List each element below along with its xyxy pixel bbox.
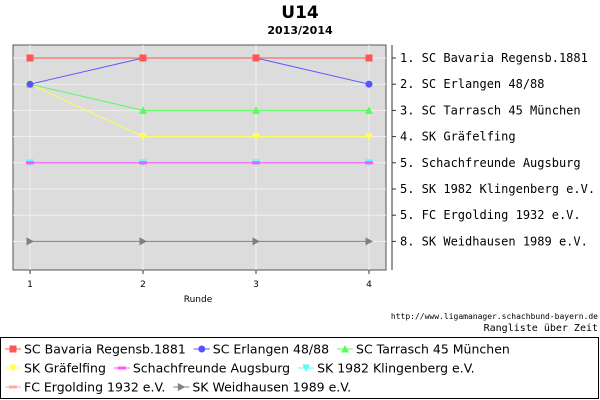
- credit-url: http://www.ligamanager.schachbund-bayern…: [391, 312, 598, 321]
- ranking-label: 5. Schachfreunde Augsburg: [400, 156, 581, 170]
- ranking-label: 5. FC Ergolding 1932 e.V.: [400, 208, 581, 222]
- legend-label: FC Ergolding 1932 e.V.: [24, 380, 165, 395]
- chart-subtitle: 2013/2014: [267, 24, 333, 37]
- ranking-label: 3. SC Tarrasch 45 München: [400, 103, 581, 117]
- data-point: [139, 161, 147, 165]
- legend-swatch-marker: [177, 383, 186, 391]
- data-point: [365, 161, 373, 165]
- plot-area: 1 2 3 4: [12, 44, 387, 290]
- x-tick-label: 4: [366, 280, 372, 290]
- data-point: [139, 133, 147, 141]
- ranking-label: 1. SC Bavaria Regensb.1881: [400, 51, 588, 65]
- series-line: [29, 83, 369, 111]
- data-point: [139, 54, 147, 62]
- legend-swatch-marker: [117, 366, 126, 370]
- data-point: [252, 161, 260, 165]
- legend-label: SK 1982 Klingenberg e.V.: [317, 361, 475, 376]
- data-point: [252, 106, 260, 114]
- legend-label: SK Gräfelfing: [24, 361, 106, 376]
- x-tick-label: 3: [253, 280, 259, 290]
- series-5: [26, 161, 373, 165]
- legend-label: SK Weidhausen 1989 e.V.: [192, 380, 351, 395]
- data-point: [365, 237, 373, 246]
- credit-text: Rangliste über Zeit: [484, 323, 598, 334]
- data-point: [26, 80, 34, 88]
- legend-item-2: SC Erlangen 48/88: [193, 342, 329, 357]
- legend-item-6: SK 1982 Klingenberg e.V.: [298, 361, 475, 376]
- data-point: [139, 106, 147, 114]
- legend-label: Schachfreunde Augsburg: [133, 361, 290, 376]
- chart-title: U14: [281, 3, 319, 23]
- ranking-label: 4. SK Gräfelfing: [400, 130, 516, 144]
- legend-item-8: SK Weidhausen 1989 e.V.: [173, 380, 351, 395]
- x-tick-label: 2: [140, 280, 146, 290]
- x-axis-label: Runde: [184, 295, 213, 305]
- data-point: [139, 237, 147, 246]
- data-point: [26, 161, 34, 165]
- legend: SC Bavaria Regensb.1881 SC Erlangen 48/88…: [0, 337, 599, 399]
- data-point: [365, 80, 373, 88]
- legend-swatch-marker: [9, 364, 17, 372]
- ranking-label: 5. SK 1982 Klingenberg e.V.: [400, 182, 595, 196]
- data-point: [365, 106, 373, 114]
- data-point: [252, 237, 260, 246]
- data-point: [365, 54, 373, 62]
- ranking-label: 8. SK Weidhausen 1989 e.V.: [400, 234, 588, 248]
- legend-swatch-marker: [341, 345, 350, 353]
- ranking-label: 2. SC Erlangen 48/88: [400, 77, 545, 91]
- data-point: [365, 133, 373, 141]
- legend-swatch-marker: [302, 364, 311, 372]
- data-point: [252, 133, 260, 141]
- legend-swatch-marker: [9, 385, 17, 389]
- legend-swatch-marker: [198, 345, 206, 353]
- legend-item-3: SC Tarrasch 45 München: [337, 342, 510, 357]
- series-1: [26, 54, 373, 62]
- x-tick-label: 1: [27, 280, 33, 290]
- data-point: [26, 54, 34, 62]
- legend-item-7: FC Ergolding 1932 e.V.: [5, 380, 165, 395]
- final-ranking: 1. SC Bavaria Regensb.1881 2. SC Erlangen…: [391, 45, 595, 270]
- legend-swatch-marker: [9, 345, 17, 353]
- data-point: [252, 54, 260, 62]
- series-line: [29, 83, 369, 138]
- data-point: [26, 237, 34, 246]
- legend-item-1: SC Bavaria Regensb.1881: [5, 342, 186, 357]
- legend-label: SC Erlangen 48/88: [213, 342, 329, 357]
- legend-item-5: Schachfreunde Augsburg: [113, 361, 290, 376]
- legend-label: SC Bavaria Regensb.1881: [24, 342, 186, 357]
- series-8: [26, 237, 373, 246]
- legend-item-4: SK Gräfelfing: [5, 361, 106, 376]
- plot-background: [12, 44, 387, 271]
- legend-label: SC Tarrasch 45 München: [356, 342, 510, 357]
